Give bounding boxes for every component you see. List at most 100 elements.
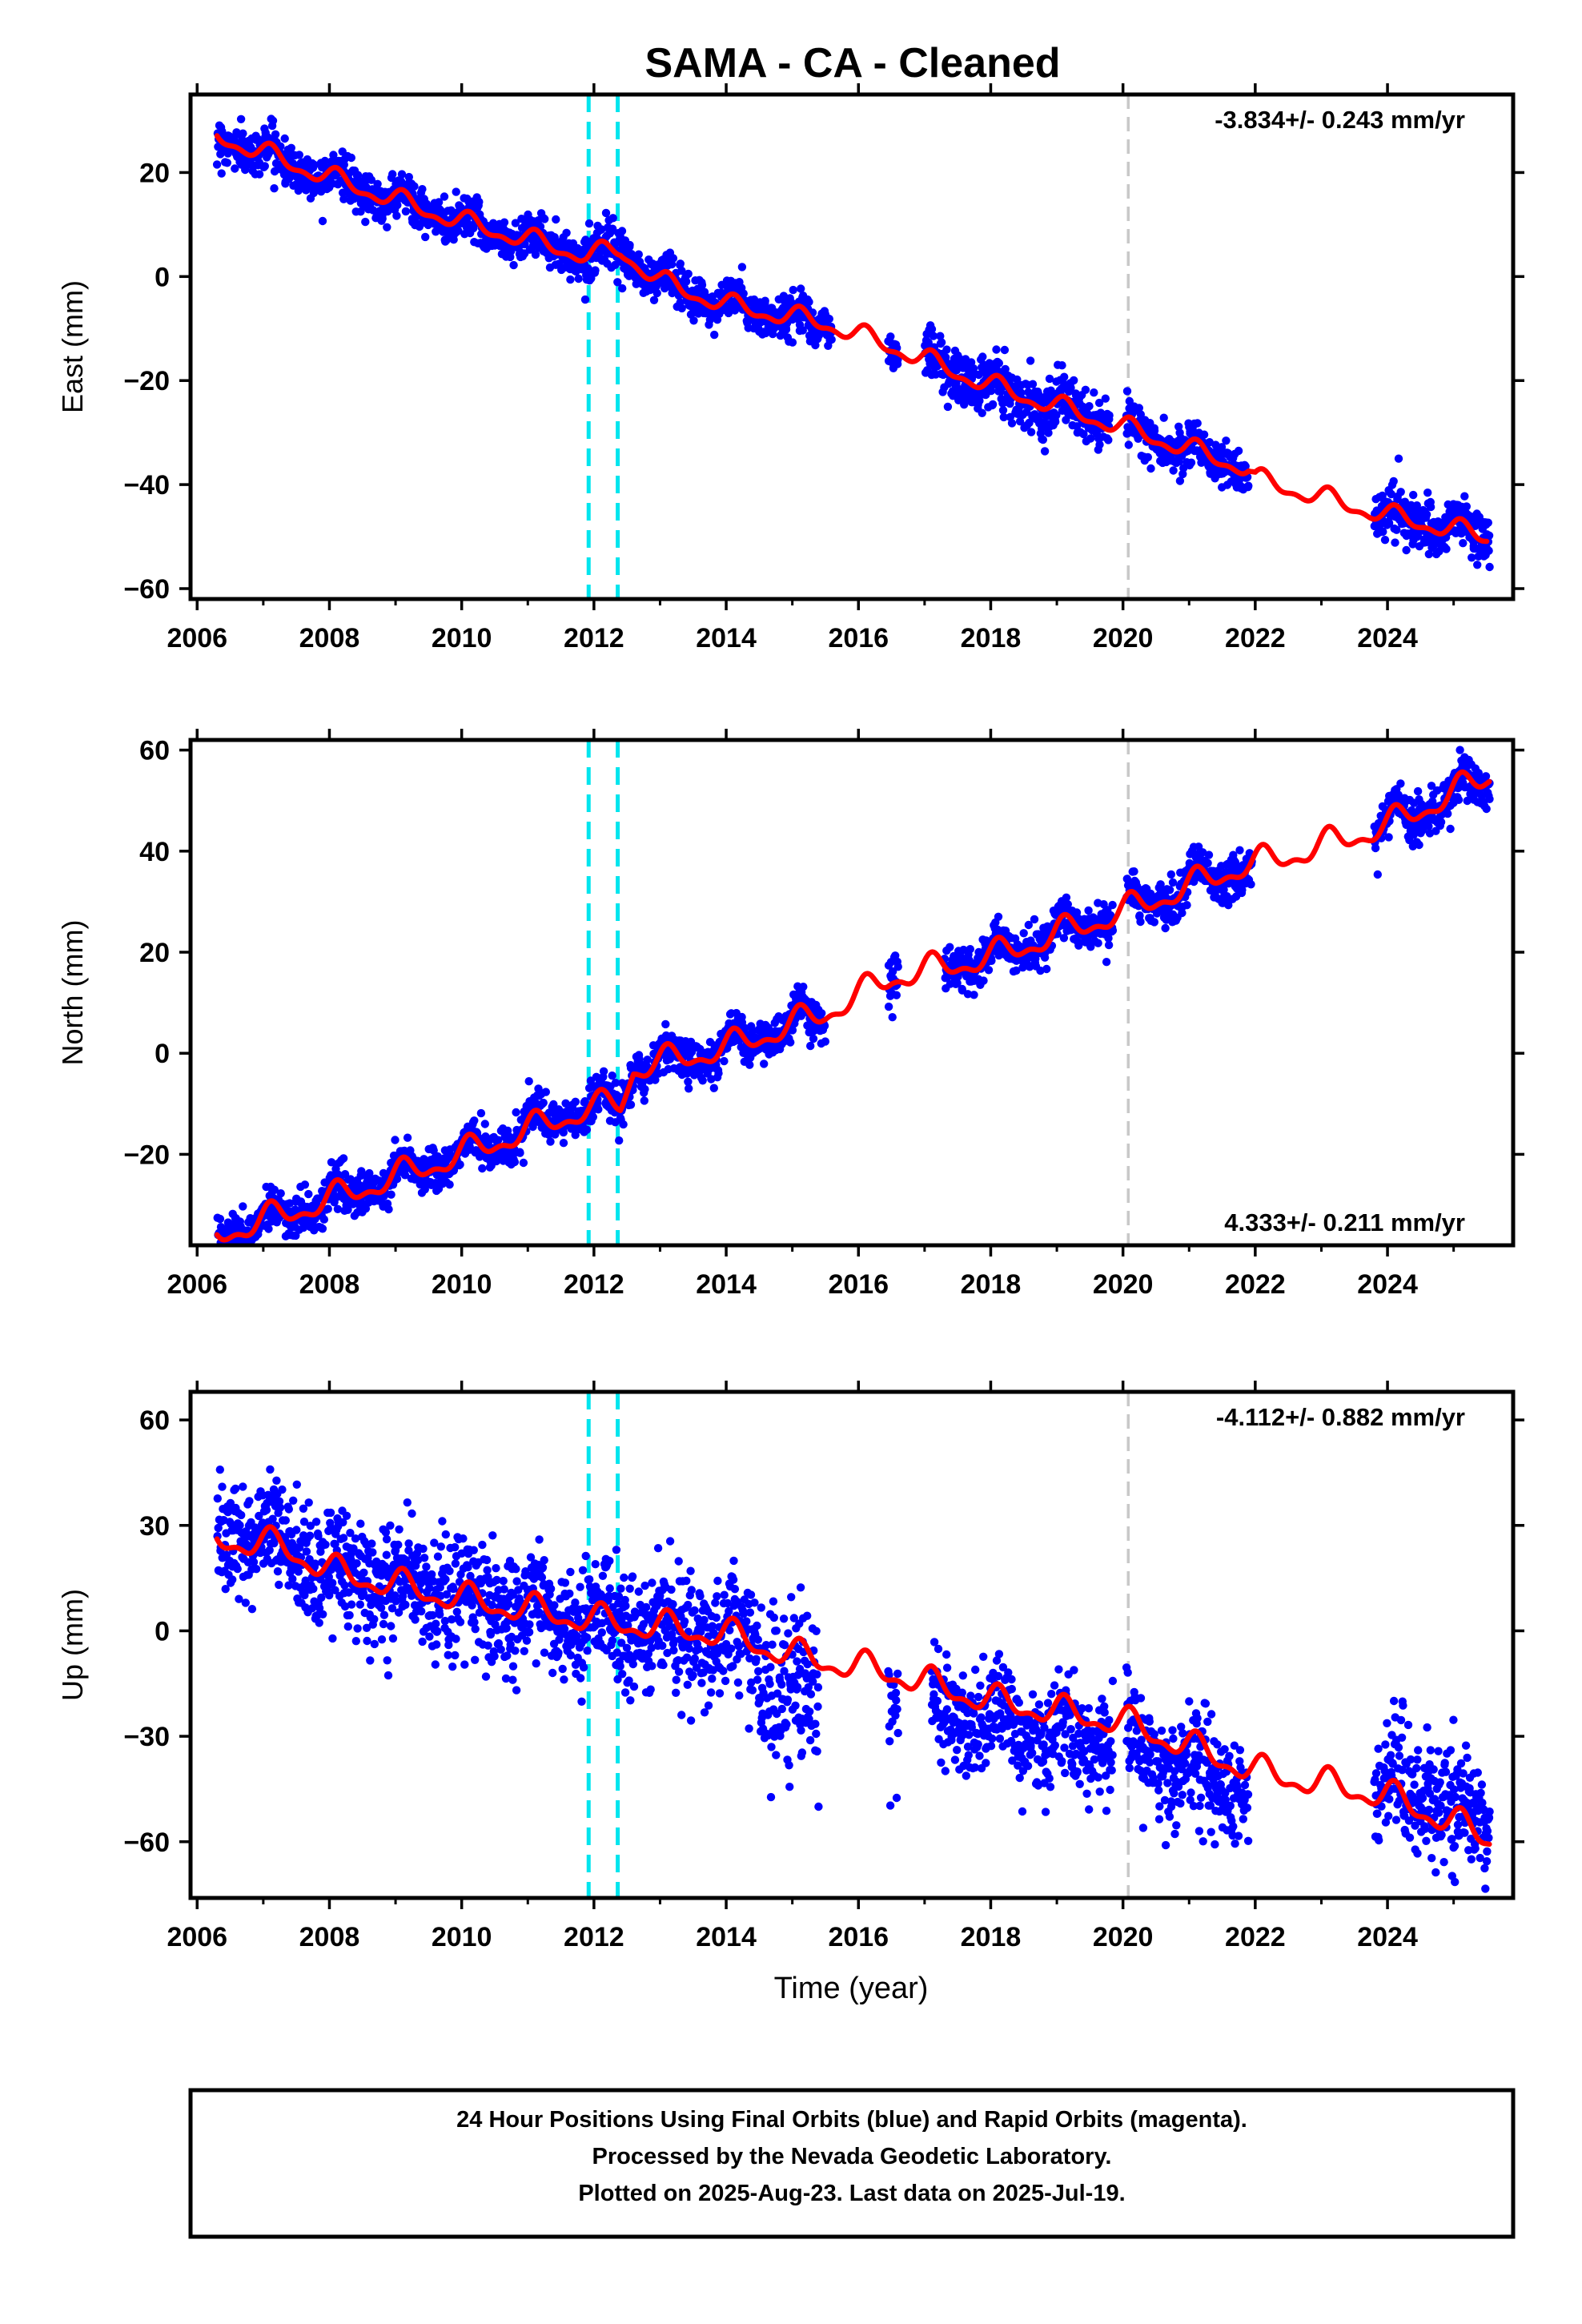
- data-point: [239, 1482, 247, 1491]
- data-point: [480, 1120, 489, 1128]
- data-point: [524, 1077, 533, 1086]
- data-point: [241, 1598, 250, 1607]
- x-tick-label: 2008: [299, 623, 360, 653]
- data-point: [1086, 434, 1095, 443]
- x-tick-label: 2014: [696, 623, 757, 653]
- data-point: [684, 269, 693, 279]
- data-point: [994, 912, 1003, 922]
- data-point: [319, 1215, 328, 1224]
- data-point: [1396, 779, 1405, 788]
- data-point: [1436, 818, 1446, 826]
- data-point: [255, 170, 264, 179]
- x-tick-label: 2016: [828, 1269, 889, 1300]
- data-point: [445, 1180, 454, 1189]
- data-point: [294, 186, 303, 195]
- y-tick-label: 20: [139, 158, 170, 188]
- data-point: [1234, 446, 1243, 456]
- data-point: [608, 1072, 616, 1080]
- panel-north: 2006 2008 2010 2012 2014 2016 2018 2020 2022 2024…: [56, 729, 1524, 1300]
- data-point: [540, 215, 549, 223]
- data-point: [539, 1098, 548, 1108]
- data-point: [378, 214, 387, 223]
- data-point: [1244, 481, 1253, 490]
- data-point: [1134, 404, 1144, 412]
- data-point: [1413, 786, 1423, 796]
- data-point: [1130, 867, 1138, 876]
- data-point: [618, 283, 627, 293]
- data-point: [640, 1084, 649, 1094]
- data-point: [236, 115, 246, 123]
- data-point: [1456, 746, 1464, 754]
- data-point: [1446, 824, 1455, 834]
- data-point: [1460, 492, 1469, 501]
- data-point: [1424, 549, 1434, 559]
- data-point: [806, 1041, 815, 1051]
- data-point: [245, 1247, 253, 1255]
- data-point: [1484, 518, 1493, 527]
- data-point: [295, 151, 303, 159]
- data-point: [1066, 384, 1075, 392]
- x-tick-label: 2006: [167, 1269, 227, 1300]
- data-point: [888, 1013, 897, 1022]
- data-point: [392, 211, 401, 220]
- data-point: [217, 169, 226, 178]
- data-point: [276, 1189, 285, 1198]
- data-point: [984, 966, 994, 975]
- data-point: [304, 1189, 313, 1199]
- data-point: [213, 1249, 221, 1257]
- x-tick-label: 2016: [828, 623, 889, 653]
- data-point: [1380, 536, 1390, 545]
- plot-frame: [188, 92, 1516, 601]
- data-point: [799, 983, 808, 991]
- data-point: [893, 963, 902, 971]
- data-point: [588, 1112, 597, 1122]
- data-point: [643, 1055, 652, 1064]
- x-tick-label: 2008: [299, 1269, 360, 1300]
- x-tick-label: 2014: [696, 1269, 757, 1300]
- data-point: [476, 1108, 486, 1118]
- data-point: [454, 226, 463, 235]
- data-point: [1094, 398, 1104, 408]
- data-point: [475, 197, 484, 207]
- data-point: [215, 1214, 225, 1224]
- data-point: [661, 1019, 670, 1029]
- data-point: [677, 266, 686, 275]
- data-point: [503, 1126, 512, 1136]
- data-point: [966, 358, 976, 367]
- data-point: [960, 400, 969, 409]
- data-point: [724, 308, 733, 318]
- data-point: [1026, 356, 1035, 365]
- data-point: [212, 160, 222, 169]
- y-tick-label: 20: [139, 938, 170, 968]
- data-point: [339, 1154, 348, 1163]
- data-point: [280, 134, 289, 143]
- data-point: [582, 1125, 592, 1134]
- data-point: [942, 353, 950, 362]
- data-point: [318, 1224, 327, 1233]
- data-point: [470, 1116, 479, 1125]
- data-point: [1442, 545, 1451, 553]
- data-point: [1095, 440, 1104, 449]
- data-point: [387, 1190, 396, 1199]
- data-point: [1000, 345, 1010, 355]
- y-tick-label: 40: [139, 837, 170, 867]
- data-point: [272, 1476, 281, 1486]
- data-point: [1101, 394, 1110, 403]
- data-point: [1169, 466, 1178, 475]
- data-point: [677, 304, 686, 313]
- data-point: [517, 215, 526, 223]
- panel-east: 2006 2008 2010 2012 2014 2016 2018 2020 2022 2024…: [56, 83, 1524, 653]
- y-axis-label: East (mm): [56, 280, 89, 413]
- data-point: [383, 223, 391, 231]
- data-point: [213, 1494, 222, 1503]
- data-point: [339, 195, 348, 203]
- data-point: [825, 315, 834, 324]
- data-point: [1371, 843, 1380, 853]
- data-point: [720, 1056, 729, 1066]
- data-point: [1028, 380, 1038, 388]
- data-point: [594, 1105, 603, 1114]
- data-point: [1105, 411, 1114, 420]
- data-point: [1394, 454, 1403, 463]
- data-point: [685, 1084, 693, 1093]
- data-point: [566, 275, 575, 284]
